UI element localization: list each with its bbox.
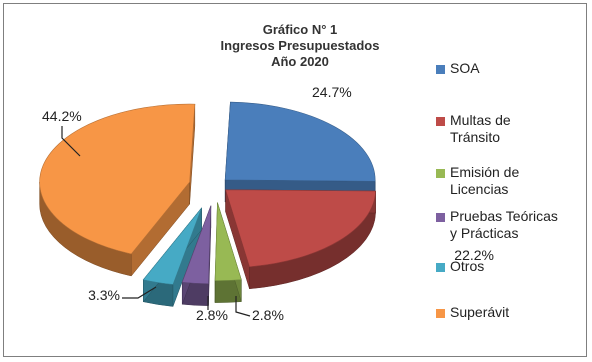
data-label-1: 22.2% <box>454 247 494 263</box>
chart-title-line-1: Gráfico N° 1 <box>262 22 338 37</box>
data-label-0: 24.7% <box>312 84 352 100</box>
legend-label-1: Multas de Tránsito <box>450 112 511 145</box>
chart-title: Gráfico N° 1 Ingresos Presupuestados Año… <box>200 22 400 70</box>
data-labels: 24.7% 22.2% 2.8% 2.8% 3.3% 44.2% <box>42 84 494 323</box>
legend-swatch-2 <box>436 169 445 178</box>
leader-lines <box>61 126 251 317</box>
data-label-5: 44.2% <box>42 108 82 124</box>
data-label-4: 3.3% <box>88 287 120 303</box>
legend-swatch-3 <box>436 213 445 222</box>
legend-swatch-1 <box>436 117 445 126</box>
legend-label-3: Pruebas Teóricas y Prácticas <box>450 208 558 241</box>
legend-swatch-0 <box>436 65 445 74</box>
legend-swatch-4 <box>436 263 445 272</box>
pie-slice-3 <box>181 205 212 306</box>
pie-slice-5 <box>39 103 196 277</box>
data-label-2: 2.8% <box>252 307 284 323</box>
legend-swatch-5 <box>436 309 445 318</box>
data-label-3: 2.8% <box>196 307 228 323</box>
pie-slice-2 <box>214 202 242 303</box>
legend-label-0: SOA <box>450 60 480 76</box>
leader-line-4 <box>122 286 157 299</box>
chart-title-line-3: Año 2020 <box>271 54 329 69</box>
pie-slices <box>39 101 376 307</box>
legend-label-2: Emisión de Licencias <box>450 164 520 197</box>
pie-slice-0 <box>224 101 376 204</box>
pie-slice-4 <box>142 207 202 307</box>
leader-line-2 <box>235 296 251 317</box>
legend-label-5: Superávit <box>450 304 510 320</box>
pie-slice-1 <box>225 189 376 290</box>
legend-label-4: Otros <box>450 258 485 274</box>
chart-title-line-2: Ingresos Presupuestados <box>220 38 380 53</box>
leader-line-5 <box>61 126 81 157</box>
